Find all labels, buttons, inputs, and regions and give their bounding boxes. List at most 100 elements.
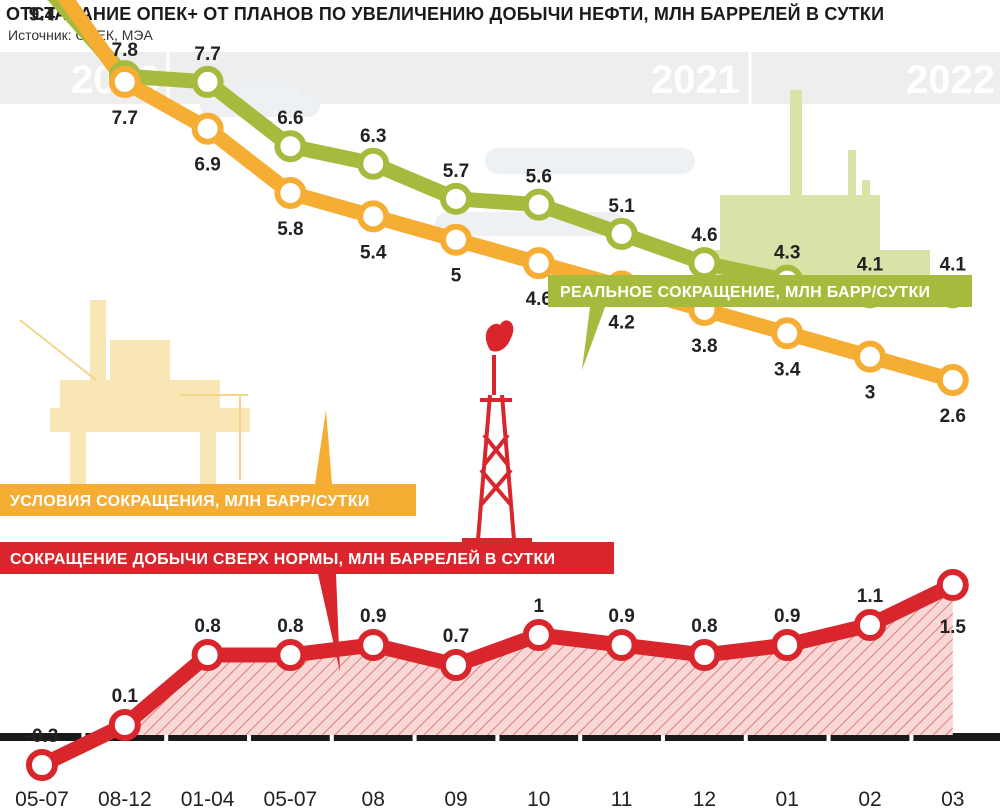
data-point-excess xyxy=(274,639,307,671)
data-labels: 9.79.47.87.77.76.96.65.86.35.45.755.64.6… xyxy=(26,5,967,747)
legend-conditions-label: УСЛОВИЯ СОКРАЩЕНИЯ, МЛН БАРР/СУТКИ xyxy=(10,493,370,510)
data-label-excess: 0.9 xyxy=(608,606,634,627)
data-point-conditions xyxy=(522,247,555,280)
x-axis-gap xyxy=(743,733,748,741)
data-point-real xyxy=(605,217,638,250)
data-point-excess xyxy=(522,619,555,651)
data-point-conditions xyxy=(191,112,224,145)
x-tick-label: 10 xyxy=(527,788,550,811)
x-axis-gap xyxy=(578,733,583,741)
data-label-excess: 1 xyxy=(534,596,545,617)
data-point-excess xyxy=(771,629,804,661)
x-tick-label: 03 xyxy=(941,788,964,811)
data-label-real: 9.4 xyxy=(29,5,56,26)
data-point-excess xyxy=(108,709,141,741)
x-axis-gap xyxy=(495,733,500,741)
year-label-2022: 2022 xyxy=(906,58,995,102)
data-label-real: 4.3 xyxy=(774,243,800,264)
data-label-excess: 0.9 xyxy=(360,606,386,627)
data-point-excess xyxy=(605,629,638,661)
x-tick-label: 01-04 xyxy=(181,788,235,811)
x-tick-label: 08-12 xyxy=(98,788,152,811)
offshore-platform-illustration xyxy=(19,300,250,487)
data-point-real xyxy=(440,182,472,215)
data-label-conditions: 4.2 xyxy=(608,313,634,334)
data-label-conditions: 3.4 xyxy=(774,359,801,380)
data-label-conditions: 4.6 xyxy=(526,289,552,310)
data-label-conditions: 7.7 xyxy=(112,108,138,129)
data-label-real: 4.1 xyxy=(857,254,884,275)
data-label-excess: 1.5 xyxy=(940,617,967,638)
data-label-excess: 0.8 xyxy=(194,616,220,637)
data-point-excess xyxy=(688,639,721,671)
x-tick-label: 09 xyxy=(444,788,467,811)
data-point-conditions xyxy=(357,200,390,233)
factory-illustration xyxy=(700,90,930,278)
legend-real: РЕАЛЬНОЕ СОКРАЩЕНИЕ, МЛН БАРР/СУТКИ xyxy=(548,275,972,370)
legend-excess-label: СОКРАЩЕНИЕ ДОБЫЧИ СВЕРХ НОРМЫ, МЛН БАРРЕ… xyxy=(10,549,555,568)
data-point-conditions xyxy=(108,65,141,98)
data-point-conditions xyxy=(854,340,886,373)
x-axis: 05-07 08-12 01-04 05-07 08 09 10 11 12 01 02 03 xyxy=(0,733,1000,811)
data-point-excess xyxy=(854,609,886,641)
data-label-excess: 1.1 xyxy=(857,586,884,607)
data-label-real: 7.7 xyxy=(194,44,220,65)
excess-area-fill xyxy=(124,585,953,735)
data-label-conditions: 3 xyxy=(865,383,876,404)
data-point-conditions xyxy=(274,176,307,209)
data-label-conditions: 3.8 xyxy=(691,336,717,357)
data-point-conditions xyxy=(936,364,969,397)
x-tick-label: 08 xyxy=(362,788,385,811)
x-axis-gap xyxy=(826,733,831,741)
data-label-real: 6.6 xyxy=(277,108,303,129)
data-point-real xyxy=(274,130,307,163)
x-axis-gap xyxy=(909,733,914,741)
data-label-conditions: 5.4 xyxy=(360,242,387,263)
x-axis-gap xyxy=(661,733,665,741)
x-axis-gap xyxy=(412,733,417,741)
data-point-real xyxy=(191,65,224,98)
data-point-excess xyxy=(936,569,969,601)
chart-title: ОТСТАВАНИЕ ОПЕК+ ОТ ПЛАНОВ ПО УВЕЛИЧЕНИЮ… xyxy=(6,4,885,24)
x-axis-gap xyxy=(329,733,334,741)
x-tick-label: 12 xyxy=(693,788,716,811)
year-label-2021: 2021 xyxy=(651,58,740,102)
data-point-conditions xyxy=(440,223,472,256)
data-label-excess: 0.7 xyxy=(443,626,469,647)
data-label-excess: 0.8 xyxy=(277,616,303,637)
data-point-real xyxy=(688,247,721,280)
data-label-conditions: 5 xyxy=(451,266,462,287)
data-point-excess xyxy=(357,629,390,661)
x-tick-label: 01 xyxy=(776,788,799,811)
legend-conditions: УСЛОВИЯ СОКРАЩЕНИЯ, МЛН БАРР/СУТКИ xyxy=(0,410,416,516)
data-point-excess xyxy=(440,649,472,681)
data-point-conditions xyxy=(771,317,804,350)
data-label-real: 7.8 xyxy=(112,40,138,61)
x-axis-line xyxy=(0,733,1000,741)
data-label-real: 4.1 xyxy=(940,254,967,275)
x-tick-label: 05-07 xyxy=(264,788,318,811)
data-label-excess: 0.8 xyxy=(691,616,717,637)
data-point-excess xyxy=(191,639,224,671)
data-label-real: 6.3 xyxy=(360,126,386,147)
data-label-conditions: 2.6 xyxy=(940,406,966,427)
x-axis-gap xyxy=(247,733,251,741)
data-label-real: 5.1 xyxy=(608,196,635,217)
x-tick-label: 11 xyxy=(611,788,633,811)
oil-derrick-illustration xyxy=(462,355,532,542)
data-label-real: 5.6 xyxy=(526,167,552,188)
data-label-excess: 0.1 xyxy=(112,686,139,707)
x-tick-label: 05-07 xyxy=(15,788,69,811)
data-point-real xyxy=(522,188,555,221)
legend-excess: СОКРАЩЕНИЕ ДОБЫЧИ СВЕРХ НОРМЫ, МЛН БАРРЕ… xyxy=(0,542,614,672)
flame-icon xyxy=(485,320,514,352)
data-label-real: 5.7 xyxy=(443,161,469,182)
data-point-excess xyxy=(26,749,58,781)
legend-real-label: РЕАЛЬНОЕ СОКРАЩЕНИЕ, МЛН БАРР/СУТКИ xyxy=(560,284,930,301)
data-label-excess: -0.3 xyxy=(26,726,59,747)
data-point-real xyxy=(357,147,390,180)
x-axis-gap xyxy=(164,733,169,741)
x-tick-label: 02 xyxy=(858,788,881,811)
data-label-conditions: 5.8 xyxy=(277,219,303,240)
